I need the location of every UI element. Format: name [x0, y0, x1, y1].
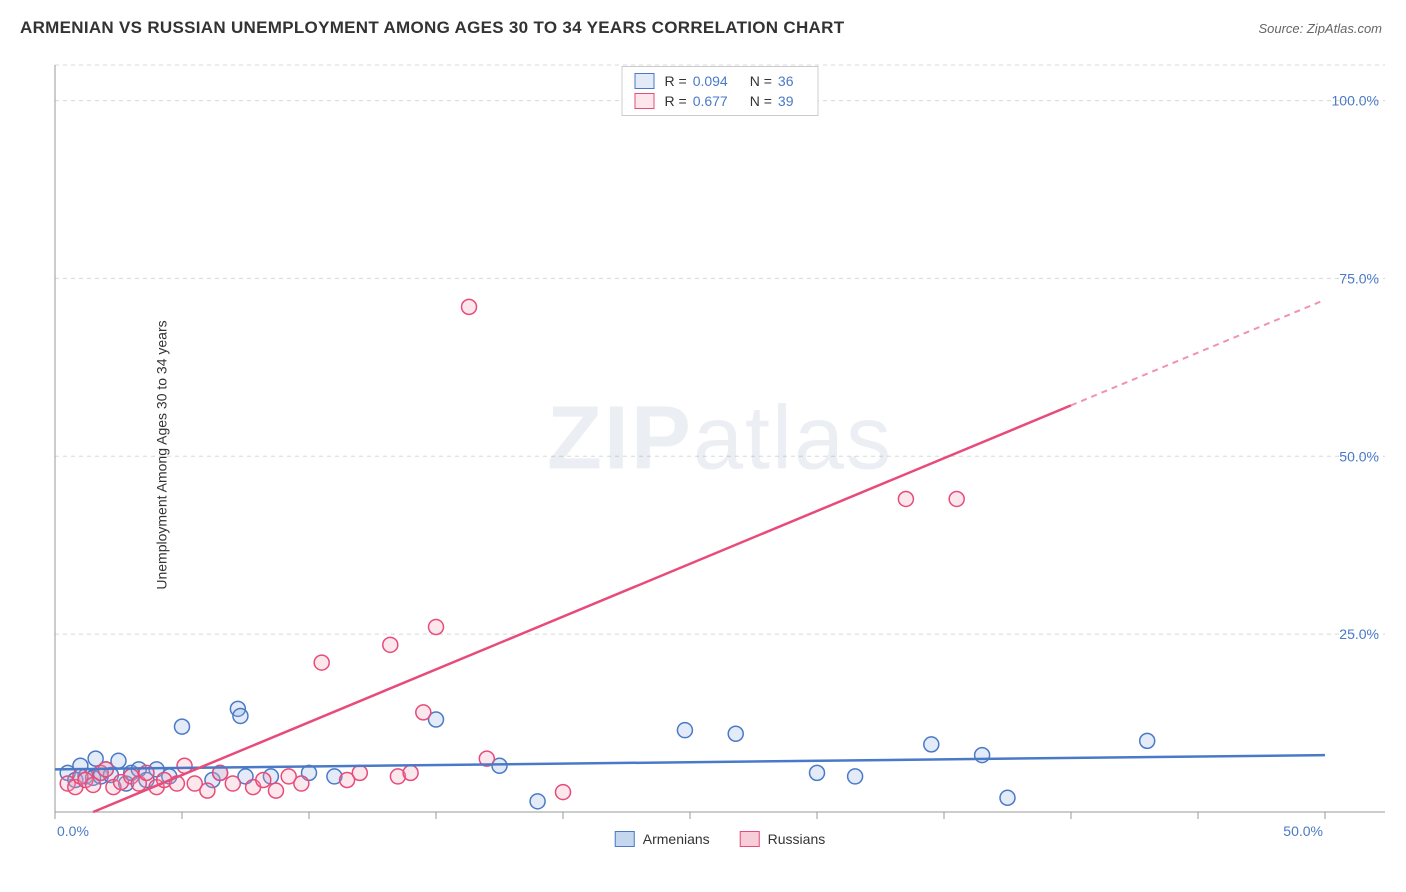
x-tick-label: 50.0% [1283, 823, 1323, 839]
data-point [429, 620, 444, 635]
data-point [383, 637, 398, 652]
data-point [556, 785, 571, 800]
chart-area: Unemployment Among Ages 30 to 34 years Z… [55, 60, 1385, 850]
data-point [233, 708, 248, 723]
legend-r-label: R = [665, 73, 687, 89]
data-point [256, 772, 271, 787]
data-point [268, 783, 283, 798]
legend-label: Armenians [643, 831, 710, 847]
legend-r-value: 0.677 [693, 93, 728, 109]
scatter-plot: 25.0% 50.0% 75.0% 100.0% 0.0% 50.0% [55, 60, 1385, 850]
data-point [924, 737, 939, 752]
data-point [1000, 790, 1015, 805]
data-point [848, 769, 863, 784]
legend-n-label: N = [750, 93, 772, 109]
legend-row: R = 0.094 N = 36 [635, 71, 806, 91]
data-point [416, 705, 431, 720]
data-point [314, 655, 329, 670]
legend-n-label: N = [750, 73, 772, 89]
legend-swatch [740, 831, 760, 847]
legend-label: Russians [768, 831, 826, 847]
data-point [530, 794, 545, 809]
regression-line [55, 755, 1325, 769]
correlation-legend: R = 0.094 N = 36 R = 0.677 N = 39 [622, 66, 819, 116]
regression-line [93, 405, 1071, 812]
legend-r-label: R = [665, 93, 687, 109]
y-tick-label: 50.0% [1339, 448, 1379, 464]
data-point [225, 776, 240, 791]
chart-title: ARMENIAN VS RUSSIAN UNEMPLOYMENT AMONG A… [20, 18, 844, 38]
data-point [462, 299, 477, 314]
data-point [975, 748, 990, 763]
legend-swatch [635, 73, 655, 89]
series-legend: Armenians Russians [615, 831, 826, 847]
data-point [200, 783, 215, 798]
x-tick-label: 0.0% [57, 823, 89, 839]
data-point [810, 765, 825, 780]
data-point [1140, 733, 1155, 748]
data-point [728, 726, 743, 741]
legend-r-value: 0.094 [693, 73, 728, 89]
source-label: Source: ZipAtlas.com [1258, 21, 1382, 36]
legend-swatch [635, 93, 655, 109]
legend-n-value: 39 [778, 93, 794, 109]
data-point [175, 719, 190, 734]
legend-row: R = 0.677 N = 39 [635, 91, 806, 111]
regression-line-extrapolated [1071, 300, 1325, 406]
data-point [898, 491, 913, 506]
legend-swatch [615, 831, 635, 847]
y-tick-label: 25.0% [1339, 626, 1379, 642]
data-point [677, 723, 692, 738]
data-point [403, 765, 418, 780]
y-tick-label: 100.0% [1332, 93, 1379, 109]
data-point [949, 491, 964, 506]
data-point [352, 765, 367, 780]
legend-item: Armenians [615, 831, 710, 847]
legend-n-value: 36 [778, 73, 794, 89]
data-point [294, 776, 309, 791]
legend-item: Russians [740, 831, 826, 847]
y-tick-label: 75.0% [1339, 270, 1379, 286]
